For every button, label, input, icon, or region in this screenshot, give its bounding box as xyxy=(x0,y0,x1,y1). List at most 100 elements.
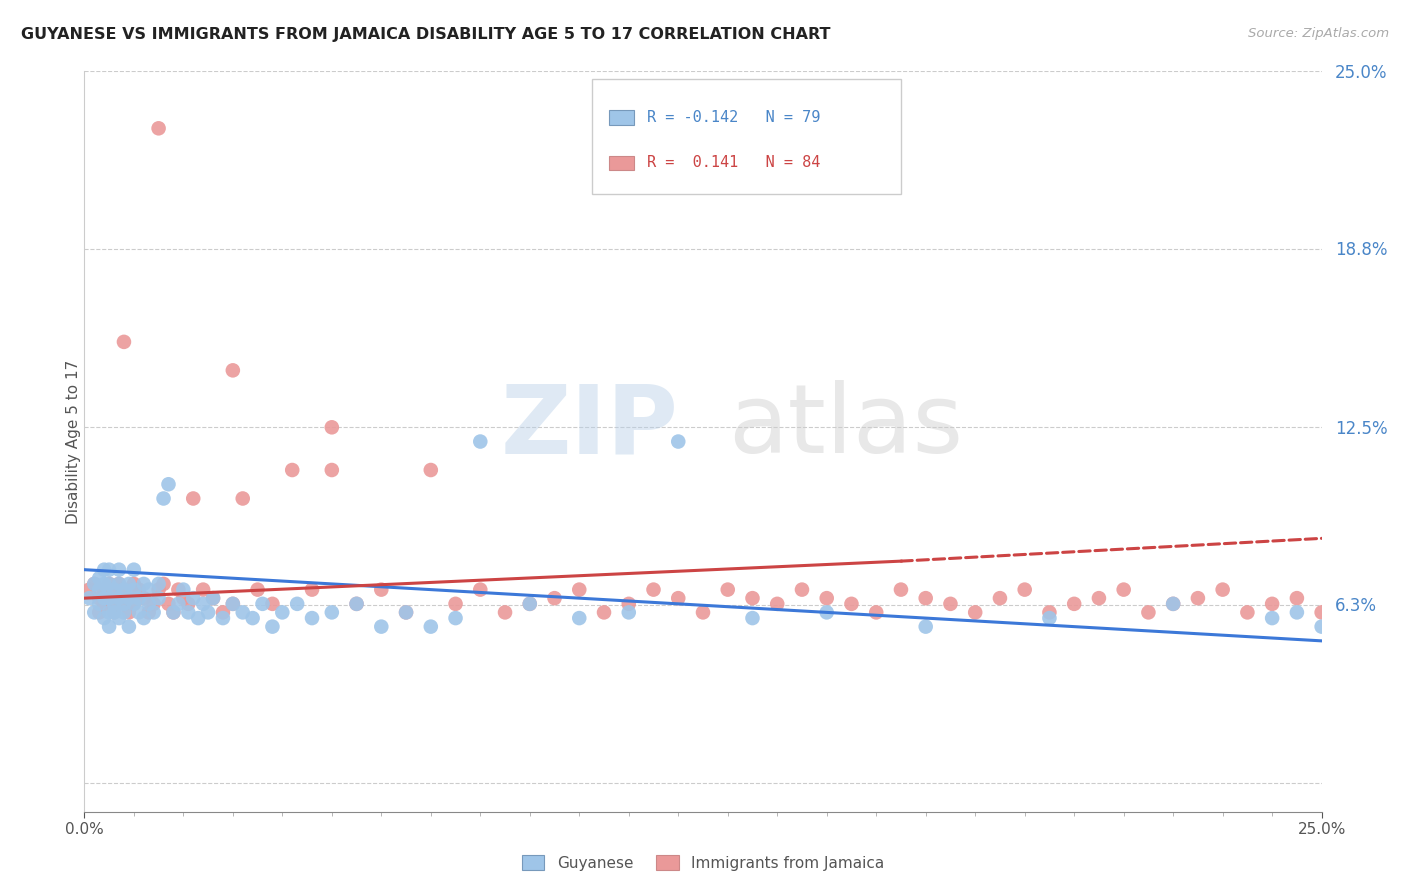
Point xyxy=(157,597,180,611)
Point xyxy=(112,582,135,597)
Point xyxy=(988,591,1011,606)
Point xyxy=(181,491,204,506)
Point xyxy=(98,577,121,591)
Point xyxy=(202,591,225,606)
Point xyxy=(142,597,165,611)
Legend: Guyanese, Immigrants from Jamaica: Guyanese, Immigrants from Jamaica xyxy=(522,855,884,871)
Point xyxy=(262,597,284,611)
Point xyxy=(568,582,591,597)
Point xyxy=(93,563,115,577)
Point xyxy=(138,597,160,611)
Point xyxy=(1310,620,1333,634)
Y-axis label: Disability Age 5 to 17: Disability Age 5 to 17 xyxy=(66,359,80,524)
Point xyxy=(132,591,155,606)
Point xyxy=(122,563,145,577)
Point xyxy=(1161,597,1184,611)
Point xyxy=(89,571,111,585)
Point xyxy=(118,620,141,634)
Point xyxy=(132,611,155,625)
Point xyxy=(112,582,135,597)
Point xyxy=(232,491,254,506)
Point xyxy=(643,582,665,597)
Point xyxy=(494,606,516,620)
Point xyxy=(162,606,184,620)
Point xyxy=(112,606,135,620)
Point xyxy=(1212,582,1234,597)
Point xyxy=(1137,606,1160,620)
Point xyxy=(301,611,323,625)
Point xyxy=(108,591,131,606)
Point xyxy=(1088,591,1111,606)
Text: R =  0.141   N = 84: R = 0.141 N = 84 xyxy=(647,155,821,170)
Point xyxy=(79,582,101,597)
Point xyxy=(346,597,368,611)
Point xyxy=(93,611,115,625)
Point xyxy=(281,463,304,477)
Point xyxy=(103,582,125,597)
Point xyxy=(212,611,235,625)
Point xyxy=(93,582,115,597)
Point xyxy=(1038,611,1060,625)
Point xyxy=(1038,606,1060,620)
Point xyxy=(172,582,194,597)
Point xyxy=(152,577,174,591)
Point xyxy=(593,606,616,620)
Point xyxy=(1236,606,1258,620)
Point xyxy=(98,620,121,634)
FancyBboxPatch shape xyxy=(609,155,634,170)
Point xyxy=(98,591,121,606)
Point xyxy=(83,577,105,591)
Point xyxy=(152,491,174,506)
Point xyxy=(815,606,838,620)
Point xyxy=(181,591,204,606)
Point xyxy=(112,597,135,611)
Point xyxy=(865,606,887,620)
Point xyxy=(197,606,219,620)
Text: Source: ZipAtlas.com: Source: ZipAtlas.com xyxy=(1249,27,1389,40)
Point xyxy=(98,606,121,620)
Point xyxy=(187,611,209,625)
Point xyxy=(252,597,274,611)
Point xyxy=(790,582,813,597)
Point xyxy=(301,582,323,597)
Point xyxy=(419,463,441,477)
Point xyxy=(138,606,160,620)
Point xyxy=(617,606,640,620)
Point xyxy=(222,597,245,611)
Point xyxy=(132,577,155,591)
Point xyxy=(118,591,141,606)
Point xyxy=(1310,606,1333,620)
Point xyxy=(1014,582,1036,597)
Point xyxy=(815,591,838,606)
Point xyxy=(103,597,125,611)
Text: atlas: atlas xyxy=(728,380,963,474)
Point xyxy=(103,582,125,597)
Point xyxy=(890,582,912,597)
Point xyxy=(346,597,368,611)
Point xyxy=(108,577,131,591)
Point xyxy=(395,606,418,620)
Point xyxy=(83,577,105,591)
Point xyxy=(148,582,170,597)
Point xyxy=(232,606,254,620)
Point xyxy=(122,597,145,611)
Point xyxy=(321,463,343,477)
Point xyxy=(321,606,343,620)
Point xyxy=(202,591,225,606)
Point xyxy=(666,434,689,449)
Point xyxy=(470,434,492,449)
Point xyxy=(617,597,640,611)
Point xyxy=(965,606,987,620)
Point xyxy=(444,597,467,611)
Point xyxy=(1187,591,1209,606)
Point xyxy=(444,611,467,625)
Point xyxy=(543,591,565,606)
Point xyxy=(93,597,115,611)
Point xyxy=(222,597,245,611)
Point xyxy=(128,591,150,606)
Point xyxy=(222,363,245,377)
Point xyxy=(122,597,145,611)
Point xyxy=(83,606,105,620)
Point xyxy=(766,597,789,611)
Point xyxy=(370,620,392,634)
